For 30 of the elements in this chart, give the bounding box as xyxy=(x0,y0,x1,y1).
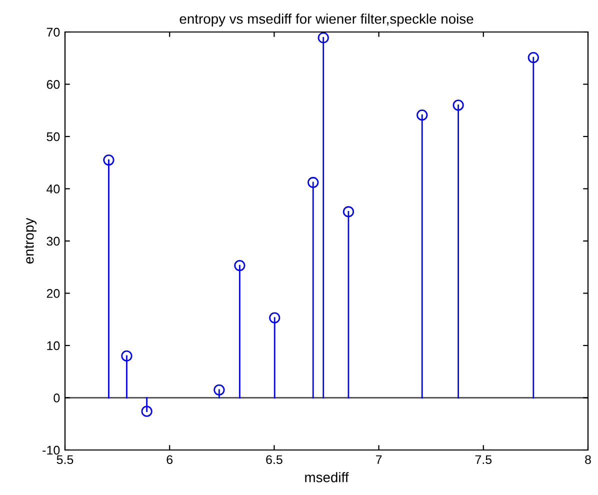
y-tick-label: -10 xyxy=(42,446,60,455)
point xyxy=(234,260,246,272)
point xyxy=(103,154,114,166)
x-tick-label: 8 xyxy=(585,455,591,464)
y-tick-label: 10 xyxy=(47,341,60,350)
x-tick-label: 7.5 xyxy=(475,455,492,464)
y-tick-label: 20 xyxy=(46,289,60,298)
y-axis-title: entropy xyxy=(24,218,37,264)
point xyxy=(121,350,132,362)
x-tick-label: 7 xyxy=(376,455,382,464)
x-tick-label: 6 xyxy=(166,455,173,464)
y-tick-label: 0 xyxy=(54,394,60,402)
y-tick-label: 30 xyxy=(46,236,60,246)
x-axis-title: msediff xyxy=(305,472,349,482)
point xyxy=(318,32,329,44)
point xyxy=(214,384,225,396)
point xyxy=(141,406,152,417)
point xyxy=(452,100,464,111)
y-tick-label: 40 xyxy=(46,184,60,194)
point xyxy=(342,206,354,218)
y-tick-label: 60 xyxy=(46,80,60,89)
y-tick-label: 70 xyxy=(46,28,60,37)
point xyxy=(528,52,539,64)
point xyxy=(416,110,428,121)
chart-title: entropy vs msediff for wiener filter,speckle noise xyxy=(180,14,474,27)
point xyxy=(269,312,280,324)
point xyxy=(308,176,319,188)
x-tick-label: 6.5 xyxy=(266,455,282,464)
y-tick-label: 50 xyxy=(46,132,60,142)
x-tick-label: 5.5 xyxy=(56,455,74,464)
